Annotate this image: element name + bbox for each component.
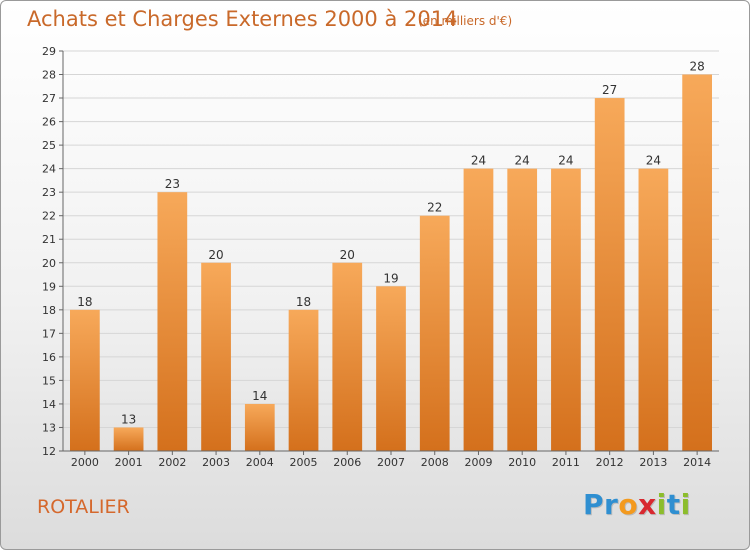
bar-2005	[288, 309, 319, 451]
bar-2014	[682, 74, 713, 451]
x-tick-label-2004: 2004	[246, 456, 274, 469]
logo-letter: i	[656, 488, 667, 521]
y-tick-label: 28	[42, 69, 56, 82]
y-tick-label: 24	[42, 163, 56, 176]
proxiti-logo: Proxiti	[583, 488, 691, 521]
data-label-2004: 14	[252, 389, 267, 403]
x-tick-label-2013: 2013	[639, 456, 667, 469]
y-tick-label: 25	[42, 139, 56, 152]
x-tick-label-2010: 2010	[508, 456, 536, 469]
data-label-2000: 18	[77, 295, 92, 309]
data-label-2009: 24	[471, 154, 486, 168]
chart-subtitle: (en milliers d'€)	[418, 14, 513, 28]
bar-2000	[69, 309, 100, 451]
y-tick-label: 23	[42, 186, 56, 199]
bar-2011	[551, 168, 581, 451]
data-label-2008: 22	[427, 201, 442, 215]
logo-letter: i	[680, 488, 691, 521]
y-tick-label: 13	[42, 421, 56, 434]
bar-2013	[638, 168, 669, 451]
y-tick-label: 21	[42, 233, 56, 246]
commune-name: ROTALIER	[37, 496, 130, 518]
chart-title: Achats et Charges Externes 2000 à 2014	[27, 7, 458, 31]
bar-2004	[244, 403, 275, 451]
bar-2001	[113, 427, 144, 451]
data-label-2010: 24	[515, 154, 530, 168]
data-label-2011: 24	[558, 154, 573, 168]
bar-2009	[463, 168, 494, 451]
x-tick-label-2007: 2007	[377, 456, 405, 469]
data-label-2005: 18	[296, 295, 311, 309]
y-tick-label: 19	[42, 280, 56, 293]
logo-letter: o	[618, 488, 639, 521]
data-label-2014: 28	[689, 60, 704, 74]
x-tick-label-2000: 2000	[71, 456, 99, 469]
logo-letter: P	[583, 488, 605, 521]
y-tick-label: 18	[42, 304, 56, 317]
data-label-2003: 20	[208, 248, 223, 262]
bar-2012	[594, 98, 625, 451]
x-tick-label-2003: 2003	[202, 456, 230, 469]
bar-2007	[376, 286, 406, 451]
logo-letter: x	[638, 488, 657, 521]
y-tick-label: 26	[42, 116, 56, 129]
data-label-2007: 19	[383, 271, 398, 285]
bar-2010	[507, 168, 538, 451]
x-tick-label-2006: 2006	[333, 456, 361, 469]
x-tick-label-2008: 2008	[421, 456, 449, 469]
data-label-2013: 24	[646, 154, 661, 168]
data-label-2006: 20	[340, 248, 355, 262]
data-label-2012: 27	[602, 83, 617, 97]
bar-2003	[201, 262, 231, 451]
y-tick-label: 15	[42, 374, 56, 387]
y-tick-label: 14	[42, 398, 56, 411]
y-tick-label: 12	[42, 445, 56, 458]
x-tick-label-2001: 2001	[115, 456, 143, 469]
x-tick-label-2014: 2014	[683, 456, 711, 469]
y-tick-label: 22	[42, 210, 56, 223]
x-tick-label-2002: 2002	[158, 456, 186, 469]
y-tick-label: 27	[42, 92, 56, 105]
x-tick-label-2009: 2009	[464, 456, 492, 469]
logo-letter: r	[604, 488, 619, 521]
x-tick-label-2005: 2005	[290, 456, 318, 469]
data-label-2001: 13	[121, 412, 136, 426]
data-label-2002: 23	[165, 177, 180, 191]
y-tick-label: 17	[42, 327, 56, 340]
bar-2008	[419, 215, 450, 451]
y-tick-label: 16	[42, 351, 56, 364]
y-tick-label: 29	[42, 45, 56, 58]
logo-letter: t	[666, 488, 681, 521]
y-tick-label: 20	[42, 257, 56, 270]
x-tick-label-2011: 2011	[552, 456, 580, 469]
bar-2002	[157, 192, 188, 452]
bar-2006	[332, 262, 363, 451]
x-tick-label-2012: 2012	[596, 456, 624, 469]
